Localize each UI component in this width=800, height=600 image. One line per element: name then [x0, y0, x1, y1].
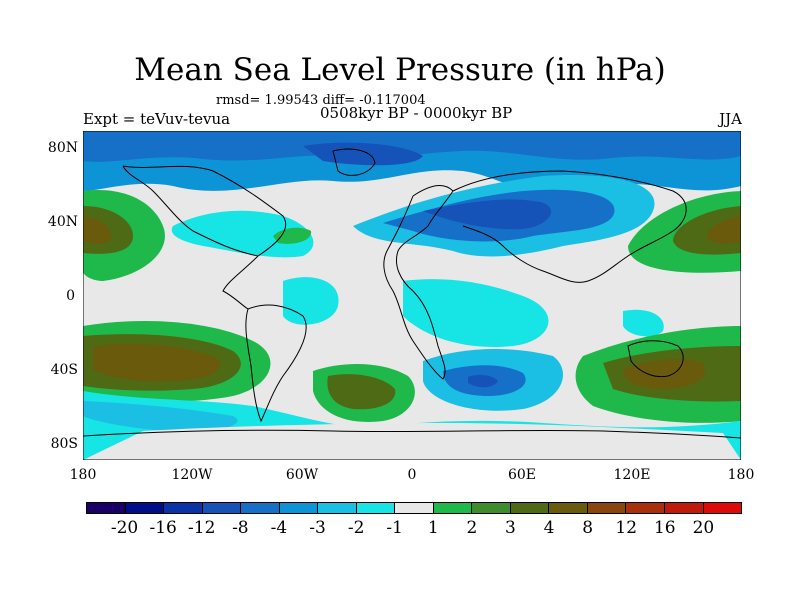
colorbar-tick-label: 8 — [582, 518, 594, 538]
north-pacific-west-core — [83, 216, 112, 244]
lat-label-40s: 40S — [50, 362, 78, 378]
arctic-dark-region — [303, 142, 423, 166]
lat-label-40n: 40N — [47, 214, 78, 230]
indian-ocean-cyan — [403, 279, 549, 347]
colorbar-swatch — [549, 503, 588, 513]
colorbar-tick-label: -4 — [270, 518, 288, 538]
colorbar-swatch — [395, 503, 434, 513]
colorbar-swatch — [318, 503, 357, 513]
colorbar-swatch — [703, 503, 742, 513]
colorbar-swatch — [125, 503, 165, 513]
experiment-label: Expt = teVuv-tevua — [83, 110, 231, 128]
colorbar-swatch — [472, 503, 511, 513]
colorbar-tick-label: -20 — [110, 518, 139, 538]
antarctic-grey — [83, 423, 741, 460]
coastlines — [83, 148, 741, 439]
antarctica-coast — [83, 429, 741, 439]
colorbar-tick-label: 4 — [543, 518, 555, 538]
colorbar-swatch — [433, 503, 473, 513]
colorbar-swatch — [510, 503, 550, 513]
colorbar-tick-label: -1 — [386, 518, 403, 538]
colorbar-swatch — [356, 503, 396, 513]
colorbar-tick-label: 20 — [692, 518, 715, 538]
colorbar-tick-label: -2 — [347, 518, 365, 538]
south-pacific-east-core — [623, 359, 706, 389]
lat-label-0: 0 — [66, 288, 75, 304]
season-label: JJA — [719, 110, 742, 128]
asia-coast — [452, 170, 687, 283]
south-indian-dark — [468, 374, 498, 388]
colorbar-tick-label: -16 — [149, 518, 177, 538]
lon-label-120e: 120E — [613, 467, 651, 483]
colorbar-swatch — [202, 503, 242, 513]
australia-coast — [627, 340, 684, 378]
north-atlantic-green-region — [273, 227, 312, 244]
colorbar-tick-label: 12 — [615, 518, 638, 538]
south-america-coast — [245, 304, 307, 423]
lat-label-80n: 80N — [47, 140, 78, 156]
lon-label-0: 0 — [407, 467, 417, 483]
colorbar-swatch — [87, 503, 126, 513]
colorbar — [86, 502, 742, 514]
north-pacific-east-core — [707, 216, 741, 244]
period-label: 0508kyr BP - 0000kyr BP — [320, 104, 513, 122]
greenland-coast — [332, 148, 376, 176]
colorbar-tick-label: -8 — [232, 518, 249, 538]
colorbar-tick-label: 2 — [466, 518, 478, 538]
lon-label-60w: 60W — [285, 467, 319, 483]
eurasia-dark-blue-region — [423, 199, 552, 230]
colorbar-swatch — [664, 503, 704, 513]
colorbar-tick-label: 1 — [427, 518, 439, 538]
lon-label-180w: 180 — [69, 467, 97, 483]
lon-label-60e: 60E — [507, 467, 537, 483]
colorbar-tick-label: 16 — [653, 518, 676, 538]
europe-africa-coast — [383, 185, 454, 380]
colorbar-tick-label: -12 — [188, 518, 216, 538]
colorbar-tick-label: -3 — [309, 518, 326, 538]
north-atlantic-cyan-region — [171, 210, 314, 258]
stats-text: rmsd= 1.99543 diff= -0.117004 — [216, 93, 426, 108]
colorbar-swatch — [279, 503, 319, 513]
colorbar-tick-label: 3 — [505, 518, 516, 538]
lat-label-80s: 80S — [50, 436, 78, 452]
arctic-blue-region — [83, 131, 741, 162]
south-pacific-west-core — [93, 344, 221, 382]
south-atlantic-olive — [327, 374, 396, 410]
map-title: Mean Sea Level Pressure (in hPa) — [134, 52, 666, 88]
antarctic-blue-patch — [83, 401, 238, 433]
lon-label-180e: 180 — [727, 467, 755, 483]
colorbar-swatch — [626, 503, 665, 513]
tropical-pacific-cyan — [623, 309, 664, 337]
lon-label-120w: 120W — [171, 467, 213, 483]
colorbar-swatch — [164, 503, 203, 513]
pressure-map — [83, 131, 741, 460]
north-america-coast — [122, 165, 286, 310]
colorbar-swatch — [241, 503, 280, 513]
colorbar-swatch — [587, 503, 627, 513]
